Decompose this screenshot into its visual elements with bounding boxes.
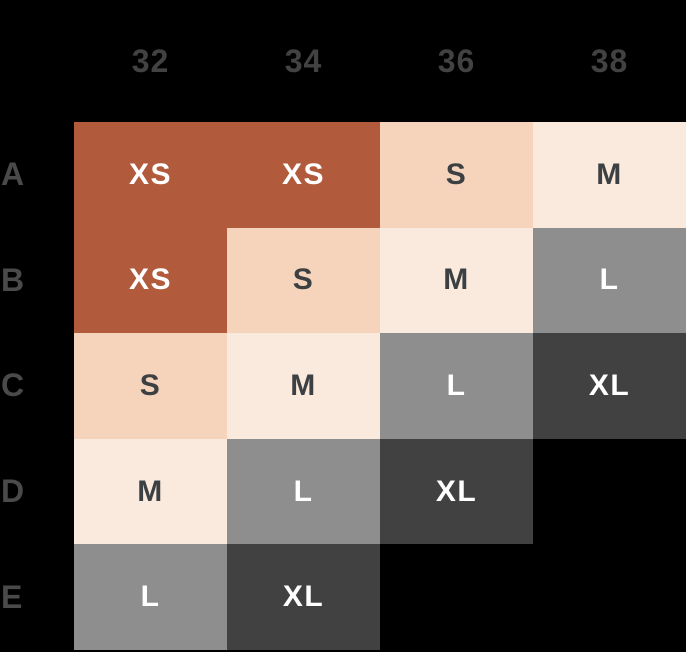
cell-D-36: XL	[380, 438, 533, 545]
cell-empty-E-36	[380, 544, 533, 650]
cell-A-32: XS	[74, 122, 227, 228]
cell-E-34: XL	[227, 544, 380, 650]
row-header-D: D	[1, 473, 25, 510]
cell-D-34: L	[227, 438, 380, 545]
row-header-E: E	[1, 578, 23, 615]
cell-C-34: M	[227, 333, 380, 439]
column-header-36: 36	[437, 42, 476, 79]
cell-C-32: S	[74, 333, 227, 439]
corner-spacer	[0, 0, 74, 122]
cell-C-36: L	[380, 333, 533, 439]
row-header-C: C	[1, 367, 25, 404]
cell-D-32: M	[74, 438, 227, 545]
cell-A-36: S	[380, 122, 533, 228]
column-header-32: 32	[131, 42, 170, 79]
cell-A-38: M	[533, 122, 686, 228]
cell-B-34: S	[227, 227, 380, 334]
cell-B-32: XS	[74, 227, 227, 334]
cell-E-32: L	[74, 544, 227, 650]
row-header-A: A	[1, 156, 25, 193]
cell-B-38: L	[533, 227, 686, 334]
cell-C-38: XL	[533, 333, 686, 439]
row-header-B: B	[1, 261, 25, 298]
cell-A-34: XS	[227, 122, 380, 228]
column-header-34: 34	[284, 42, 323, 79]
column-header-38: 38	[590, 42, 629, 79]
cell-empty-D-38	[533, 439, 686, 545]
cell-B-36: M	[380, 227, 533, 334]
cell-empty-E-38	[533, 544, 686, 650]
